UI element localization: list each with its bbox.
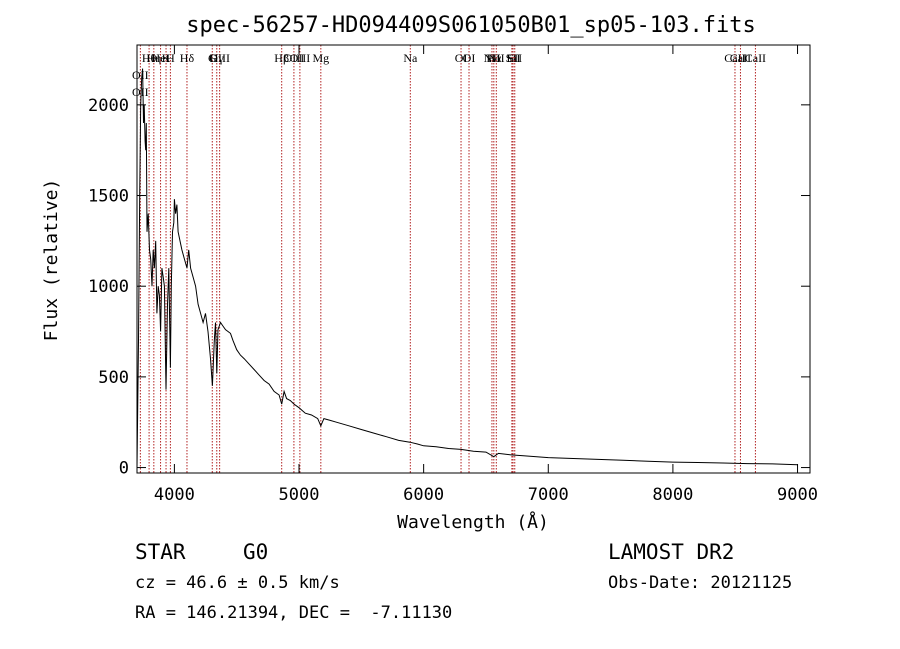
y-tick-label: 1000 [88,277,129,297]
line-marker-label: HeI [152,51,170,65]
plot-frame [136,44,811,474]
x-axis-label: Wavelength (Å) [397,511,549,533]
spectrum-line [136,68,798,468]
line-marker-label: G [208,51,217,65]
y-tick-label: 0 [119,459,129,479]
line-marker-label: Hθ [142,51,157,65]
y-tick-label: 500 [98,368,129,388]
line-marker-label: CaII [730,51,751,65]
line-marker-label: OIII [209,51,230,65]
line-marker-label: Na [403,51,418,65]
x-tick-label: 5000 [279,485,320,505]
subclass-label: G0 [243,540,269,564]
x-tick-label: 8000 [652,485,693,505]
line-marker-label: SII [506,51,521,65]
x-tick-label: 7000 [528,485,569,505]
line-marker-label: K [162,51,171,65]
survey-label: LAMOST DR2 [608,540,735,564]
y-tick-label: 2000 [88,96,129,116]
x-tick-label: 4000 [154,485,195,505]
y-tick-label: 1500 [88,187,129,207]
line-marker-label: CaII [745,51,766,65]
line-marker-label: SII [507,51,522,65]
line-marker-label: OIII [284,51,305,65]
obs-date-label: Obs-Date: 20121125 [608,573,793,593]
line-marker-label: Hγ [210,51,225,65]
line-marker-label: OIII [290,51,311,65]
chart-title: spec-56257-HD094409S061050B01_sp05-103.f… [186,13,756,38]
x-tick-label: 6000 [403,485,444,505]
y-axis-label: Flux (relative) [41,179,62,342]
line-marker-label: Li [507,51,518,65]
class-label: STAR [135,540,186,564]
line-marker-label: OII [132,68,149,82]
line-marker-label: OI [455,51,468,65]
line-marker-label: OI [463,51,476,65]
line-marker-label: Hη [146,51,161,65]
line-marker-label: H [166,51,175,65]
line-marker-label: NII [488,51,505,65]
line-marker-label: Mg [312,51,329,65]
line-marker-label: Hα [486,51,502,65]
line-marker-label: Hδ [180,51,195,65]
x-tick-label: 9000 [777,485,818,505]
line-marker-label: Hβ [274,51,289,65]
coordinates-label: RA = 146.21394, DEC = -7.11130 [135,603,453,623]
redshift-label: cz = 46.6 ± 0.5 km/s [135,573,340,593]
axes: 4000 5000 6000 7000 8000 9000 0 500 1000 1500 2000 [88,45,818,505]
line-marker-label: OII [132,85,149,99]
